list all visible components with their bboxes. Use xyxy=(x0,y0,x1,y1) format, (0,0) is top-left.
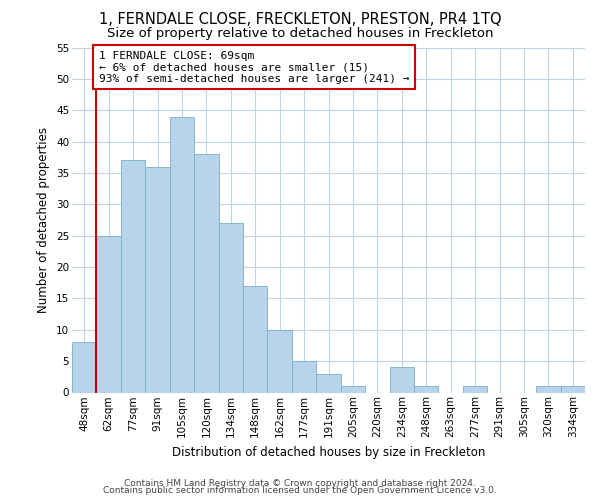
Bar xyxy=(341,386,365,392)
Bar xyxy=(97,236,121,392)
Text: Contains public sector information licensed under the Open Government Licence v3: Contains public sector information licen… xyxy=(103,486,497,495)
Text: Contains HM Land Registry data © Crown copyright and database right 2024.: Contains HM Land Registry data © Crown c… xyxy=(124,478,476,488)
Bar xyxy=(145,166,170,392)
Bar xyxy=(463,386,487,392)
Bar xyxy=(268,330,292,392)
Bar xyxy=(243,286,268,393)
Bar xyxy=(389,368,414,392)
Bar xyxy=(536,386,560,392)
Bar xyxy=(121,160,145,392)
X-axis label: Distribution of detached houses by size in Freckleton: Distribution of detached houses by size … xyxy=(172,446,485,458)
Bar xyxy=(560,386,585,392)
Bar xyxy=(292,361,316,392)
Text: Size of property relative to detached houses in Freckleton: Size of property relative to detached ho… xyxy=(107,28,493,40)
Text: 1, FERNDALE CLOSE, FRECKLETON, PRESTON, PR4 1TQ: 1, FERNDALE CLOSE, FRECKLETON, PRESTON, … xyxy=(98,12,502,28)
Bar xyxy=(170,116,194,392)
Bar xyxy=(218,223,243,392)
Text: 1 FERNDALE CLOSE: 69sqm
← 6% of detached houses are smaller (15)
93% of semi-det: 1 FERNDALE CLOSE: 69sqm ← 6% of detached… xyxy=(99,50,409,84)
Bar xyxy=(194,154,218,392)
Bar xyxy=(316,374,341,392)
Y-axis label: Number of detached properties: Number of detached properties xyxy=(37,127,50,313)
Bar xyxy=(414,386,439,392)
Bar xyxy=(72,342,97,392)
